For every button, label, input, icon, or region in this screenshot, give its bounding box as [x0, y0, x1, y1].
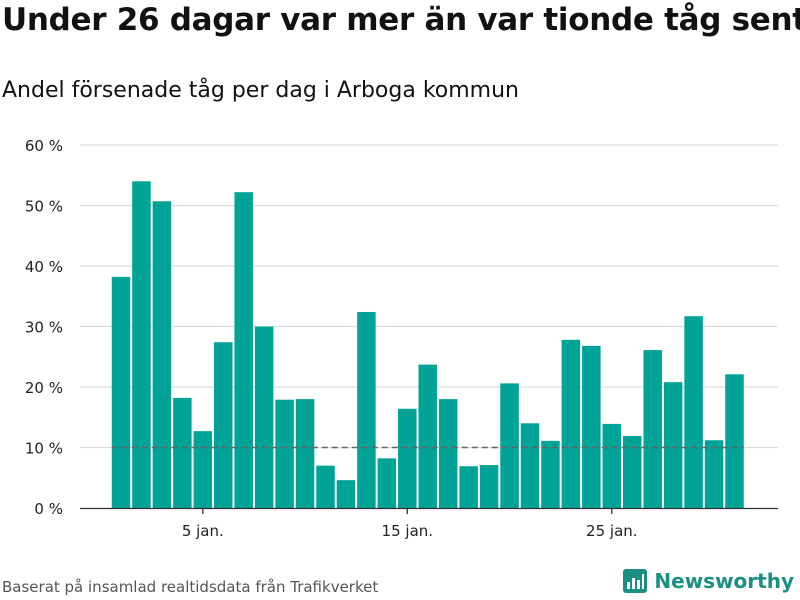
bar[interactable] — [398, 408, 417, 508]
bar[interactable] — [541, 440, 560, 508]
x-tick-label: 5 jan. — [182, 522, 224, 540]
bar[interactable] — [479, 465, 499, 508]
bar[interactable] — [459, 466, 478, 508]
bar[interactable] — [316, 465, 335, 508]
bar[interactable] — [111, 276, 131, 508]
bar[interactable] — [582, 345, 601, 508]
bar[interactable] — [520, 423, 540, 508]
bar[interactable] — [357, 311, 376, 508]
y-axis-ticks: 0 % 10 % 20 % 30 % 40 % 50 % 60 % — [25, 137, 63, 518]
bar[interactable] — [643, 350, 662, 508]
bar[interactable] — [500, 383, 519, 508]
y-tick-label: 30 % — [25, 319, 63, 337]
bar[interactable] — [725, 374, 744, 508]
chart-subtitle: Andel försenade tåg per dag i Arboga kom… — [2, 78, 519, 103]
bar[interactable] — [418, 364, 438, 508]
bars — [111, 181, 744, 509]
bar[interactable] — [214, 342, 233, 508]
bar[interactable] — [275, 399, 294, 508]
bar[interactable] — [377, 458, 397, 508]
y-tick-label: 60 % — [25, 137, 63, 155]
y-tick-label: 50 % — [25, 198, 63, 216]
bar[interactable] — [561, 339, 581, 508]
bar[interactable] — [602, 423, 622, 508]
bar[interactable] — [234, 192, 253, 508]
bar[interactable] — [623, 436, 642, 508]
bar[interactable] — [173, 397, 192, 508]
y-tick-label: 40 % — [25, 258, 63, 276]
chart-title: Under 26 dagar var mer än var tionde tåg… — [2, 2, 800, 38]
bar[interactable] — [663, 382, 683, 508]
bar[interactable] — [295, 399, 315, 508]
x-tick-label: 15 jan. — [382, 522, 434, 540]
bar[interactable] — [132, 181, 151, 509]
brand-name: Newsworthy — [654, 569, 794, 593]
bar[interactable] — [704, 440, 724, 508]
y-tick-label: 0 % — [34, 500, 63, 518]
bar[interactable] — [684, 316, 703, 508]
x-axis-ticks: 5 jan. 15 jan. 25 jan. — [182, 508, 638, 540]
bar[interactable] — [193, 431, 213, 508]
bar[interactable] — [336, 480, 356, 508]
y-tick-label: 10 % — [25, 440, 63, 458]
bar[interactable] — [152, 201, 172, 508]
bar[interactable] — [254, 326, 274, 509]
bar[interactable] — [438, 399, 458, 508]
newsworthy-logo-icon — [623, 569, 648, 593]
x-tick-label: 25 jan. — [586, 522, 638, 540]
source-note: Baserat på insamlad realtidsdata från Tr… — [2, 578, 379, 596]
brand-logo[interactable]: Newsworthy — [622, 568, 794, 594]
y-tick-label: 20 % — [25, 379, 63, 397]
